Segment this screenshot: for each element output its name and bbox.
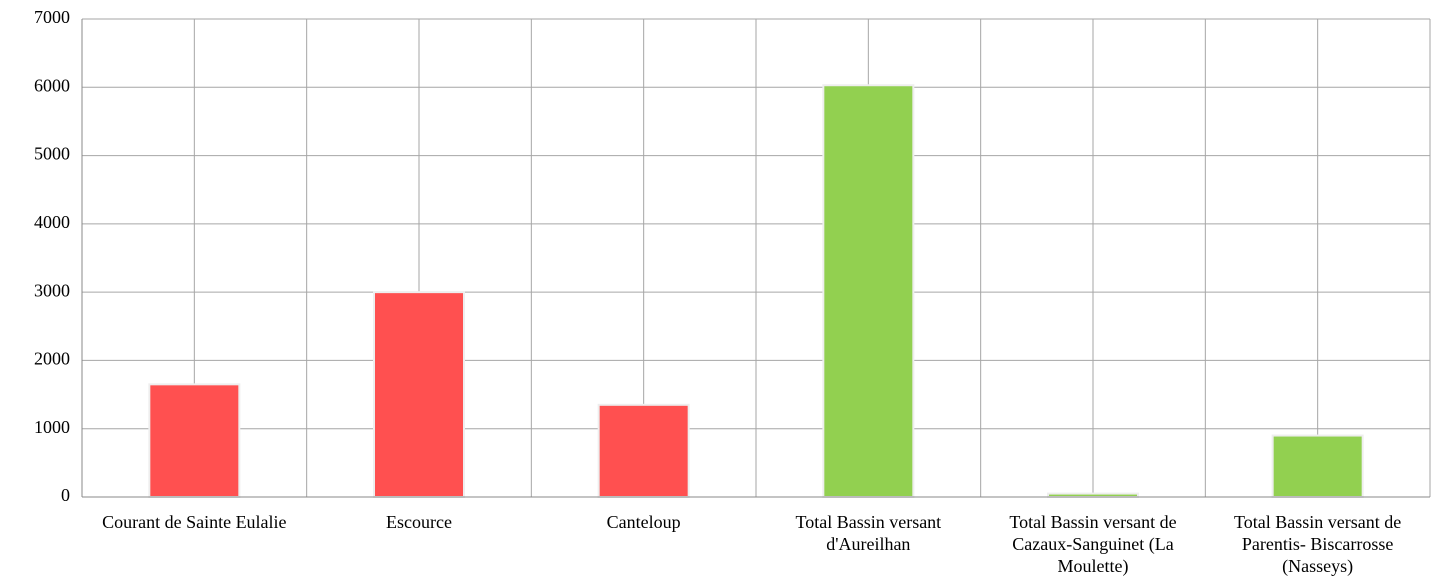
x-tick-label: Courant de Sainte Eulalie [102,512,287,532]
y-tick-label: 7000 [34,7,70,27]
y-tick-label: 3000 [34,280,70,300]
y-tick-label: 6000 [34,75,70,95]
x-tick-label: Total Bassin versant de Parentis- Biscar… [1234,512,1402,576]
bar [1047,492,1139,499]
bar [597,403,690,499]
bar [148,383,241,499]
x-tick-label: Canteloup [606,512,681,532]
x-tick-label: Escource [386,512,452,532]
y-tick-label: 4000 [34,212,70,232]
y-tick-label: 2000 [34,349,70,369]
y-tick-label: 1000 [34,417,70,437]
x-tick-label: Total Bassin versant d'Aureilhan [795,512,942,554]
bar [373,291,465,498]
bar [822,84,915,498]
y-tick-label: 5000 [34,144,70,164]
x-tick-label: Total Bassin versant de Cazaux-Sanguinet… [1009,512,1177,576]
y-tick-label: 0 [61,485,70,505]
bar [1271,434,1364,498]
